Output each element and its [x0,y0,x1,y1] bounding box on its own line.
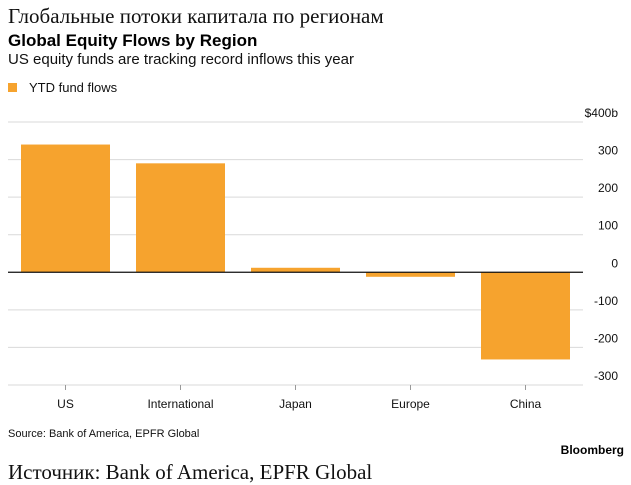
bar-international [136,163,225,273]
chart-heading-translated: Глобальные потоки капитала по регионам [8,4,384,28]
chart-title: Global Equity Flows by Region [8,31,258,50]
y-axis-ticks: $400b 300 200 100 0 -100 -200 -300 [585,106,619,383]
x-tick-label: China [510,397,542,411]
legend-swatch [8,83,17,92]
x-axis-ticks: US International Japan Europe China [57,385,542,411]
x-tick-label: International [147,397,213,411]
y-tick-label: 0 [611,256,618,270]
bar-china [481,272,570,360]
legend-label: YTD fund flows [29,80,118,95]
chart-subtitle: US equity funds are tracking record infl… [8,51,354,68]
brand-logo: Bloomberg [560,443,624,457]
bar-us [21,144,110,273]
y-tick-label: -100 [594,294,618,308]
y-tick-label: $400b [585,106,619,120]
x-tick-label: Japan [279,397,312,411]
source-note: Source: Bank of America, EPFR Global [8,428,200,440]
y-tick-label: 100 [598,219,618,233]
y-tick-label: 200 [598,181,618,195]
bars [21,144,570,360]
bar-japan [251,267,340,273]
source-note-translated: Источник: Bank of America, EPFR Global [8,460,373,484]
y-tick-label: -200 [594,331,618,345]
y-tick-label: 300 [598,144,618,158]
x-tick-label: Europe [391,397,430,411]
chart-legend: YTD fund flows [8,80,117,95]
y-tick-label: -300 [594,369,618,383]
bar-europe [366,272,455,277]
x-tick-label: US [57,397,74,411]
